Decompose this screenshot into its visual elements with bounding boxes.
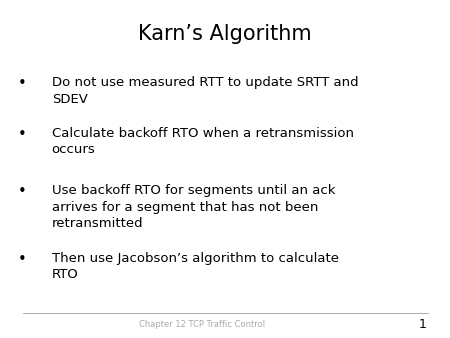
Text: Calculate backoff RTO when a retransmission
occurs: Calculate backoff RTO when a retransmiss… bbox=[52, 127, 354, 156]
Text: •: • bbox=[18, 252, 27, 267]
Text: Chapter 12 TCP Traffic Control: Chapter 12 TCP Traffic Control bbox=[140, 320, 266, 329]
Text: Then use Jacobson’s algorithm to calculate
RTO: Then use Jacobson’s algorithm to calcula… bbox=[52, 252, 339, 281]
Text: •: • bbox=[18, 76, 27, 91]
Text: Karn’s Algorithm: Karn’s Algorithm bbox=[138, 24, 312, 44]
Text: Do not use measured RTT to update SRTT and
SDEV: Do not use measured RTT to update SRTT a… bbox=[52, 76, 358, 105]
Text: •: • bbox=[18, 184, 27, 199]
Text: •: • bbox=[18, 127, 27, 142]
Text: Use backoff RTO for segments until an ack
arrives for a segment that has not bee: Use backoff RTO for segments until an ac… bbox=[52, 184, 335, 230]
Text: 1: 1 bbox=[418, 318, 427, 331]
